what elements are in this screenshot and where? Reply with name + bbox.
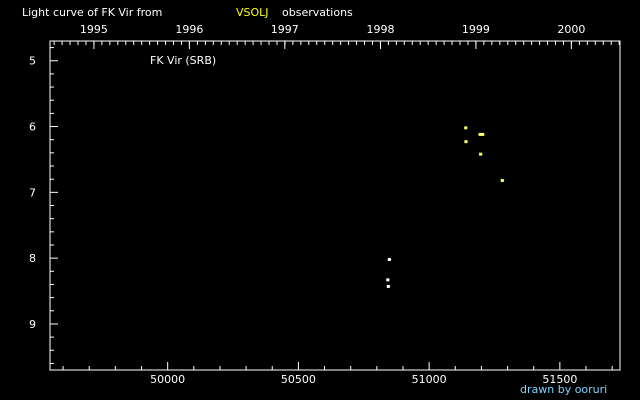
left-axis: 5 6 7 8 9 [29,47,58,364]
top-tick-label: 1998 [366,23,394,36]
data-points [385,126,505,288]
chart-title-prefix: Light curve of FK Vir from [22,6,162,19]
top-tick-label: 1999 [462,23,490,36]
left-tick-label: 6 [29,121,36,134]
left-tick-label: 8 [29,252,36,265]
top-tick-label: 1995 [80,23,108,36]
top-tick-label: 1997 [271,23,299,36]
left-tick-label: 5 [29,55,36,68]
left-tick-label: 7 [29,186,36,199]
bottom-tick-label: 51000 [412,373,447,386]
top-tick-label: 1996 [175,23,203,36]
chart-title-source: VSOLJ [236,6,269,19]
bottom-tick-label: 50000 [150,373,185,386]
top-axis: 1995 1996 1997 1998 1999 2000 [53,23,620,49]
top-tick-label: 2000 [557,23,585,36]
credit-text: drawn by ooruri [520,383,607,396]
bottom-axis: 50000 50500 51000 51500 [62,362,613,386]
bottom-tick-label: 51500 [542,373,577,386]
chart-title-suffix: observations [282,6,353,19]
bottom-tick-label: 50500 [281,373,316,386]
star-label: FK Vir (SRB) [150,54,216,67]
left-tick-label: 9 [29,318,36,331]
